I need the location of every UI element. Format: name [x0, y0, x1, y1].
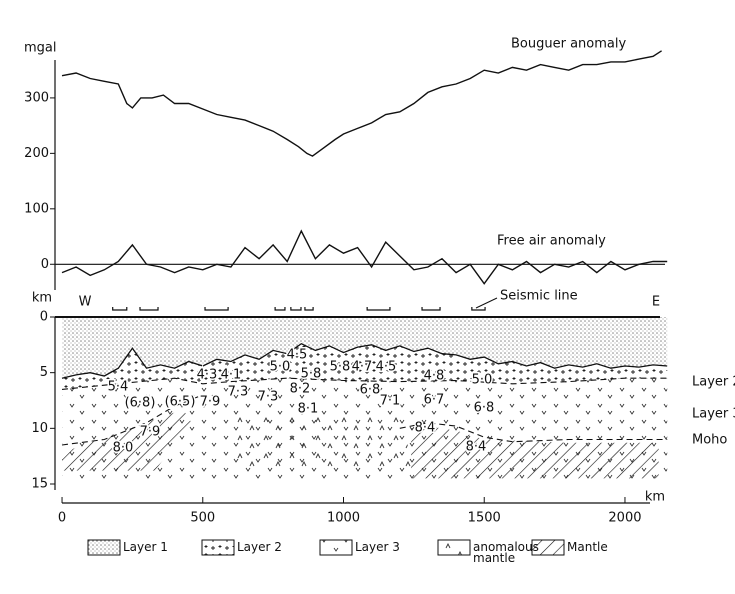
velocity-label: 5·8 — [330, 360, 351, 375]
velocity-label: 7·1 — [380, 394, 401, 409]
seismic-segment — [274, 307, 286, 311]
x-axis-label: km — [645, 490, 665, 505]
seismic-segment — [290, 307, 302, 311]
legend-label: Layer 2 — [237, 540, 282, 554]
velocity-label: 4·8 — [424, 369, 445, 384]
y-tick-label: 0 — [40, 310, 48, 325]
legend-label: Mantle — [567, 540, 608, 554]
anomaly-line — [61, 50, 662, 157]
seismic-line-label: Seismic line — [500, 289, 578, 304]
y-tick-label: 10 — [31, 421, 48, 436]
velocity-label: 5·0 — [472, 373, 493, 388]
velocity-label: 8·0 — [113, 441, 134, 456]
seismic-segment — [304, 307, 314, 311]
y-tick-label: 100 — [24, 201, 49, 216]
boundary-line — [61, 394, 668, 446]
legend-label: Layer 1 — [123, 540, 168, 554]
legend-swatch — [201, 539, 235, 556]
velocity-label: 5·4 — [108, 380, 129, 395]
direction-label: E — [652, 295, 660, 310]
region-label: Layer 3 — [692, 407, 735, 422]
velocity-label: 7·9 — [140, 425, 161, 440]
velocity-label: 6·8 — [360, 383, 381, 398]
velocity-label: 6·7 — [424, 393, 445, 408]
x-tick-label: 500 — [190, 511, 215, 526]
legend-swatch — [319, 539, 353, 556]
velocity-label: 5·8 — [301, 367, 322, 382]
velocity-label: 5·0 — [270, 360, 291, 375]
legend-swatch — [531, 539, 565, 556]
velocity-label: 4·1 — [221, 368, 242, 383]
boundary-line — [61, 377, 668, 390]
boundary-label: Moho — [692, 433, 727, 448]
legend-swatch — [87, 539, 121, 556]
mantle-fill — [411, 426, 659, 479]
velocity-label: 8·2 — [290, 382, 311, 397]
x-tick-label: 1000 — [327, 511, 360, 526]
x-tick-label: 2000 — [608, 511, 641, 526]
y-axis-label: km — [32, 291, 52, 306]
velocity-label: 6·8 — [474, 401, 495, 416]
y-tick-label: 15 — [31, 477, 48, 492]
velocity-label: 8·4 — [466, 440, 487, 455]
velocity-label: 4·5 — [376, 360, 397, 375]
legend-label: Layer 3 — [355, 540, 400, 554]
series-label: Bouguer anomaly — [511, 37, 626, 52]
mantle-fill — [62, 409, 192, 471]
layer-2-fill — [62, 343, 668, 390]
velocity-label: 7·3 — [258, 390, 279, 405]
x-tick-label: 1500 — [468, 511, 501, 526]
velocity-label: 7·3 — [228, 385, 249, 400]
y-tick-label: 200 — [24, 146, 49, 161]
y-tick-label: 0 — [41, 257, 49, 272]
anomalous-mantle-fill — [230, 417, 414, 468]
velocity-label: 4·7 — [352, 360, 373, 375]
series-label: Free air anomaly — [497, 234, 606, 249]
y-axis-label: mgal — [24, 41, 57, 56]
velocity-label: (6·8) — [125, 396, 156, 411]
anomaly-line — [61, 229, 668, 285]
y-tick-label: 300 — [24, 90, 49, 105]
seismic-segment — [366, 307, 391, 311]
direction-label: W — [79, 295, 92, 310]
seismic-segment — [471, 307, 486, 311]
x-tick-label: 0 — [58, 511, 66, 526]
velocity-label: 8·4 — [415, 421, 436, 436]
y-tick-label: 5 — [40, 365, 48, 380]
velocity-label: 4·5 — [287, 348, 308, 363]
boundary-line — [61, 342, 668, 379]
velocity-label: 8·1 — [298, 402, 319, 417]
velocity-label: 4·3 — [197, 368, 218, 383]
legend-label: anomalous mantle — [473, 540, 539, 565]
boundary-label: Layer 2 — [692, 375, 735, 390]
seismic-segment — [139, 307, 159, 311]
velocity-label: (6·5) — [165, 395, 196, 410]
seismic-segment — [421, 307, 441, 311]
seismic-arrow — [475, 297, 498, 309]
seismic-segment — [112, 307, 128, 311]
seismic-segment — [204, 307, 229, 311]
velocity-label: 7·9 — [200, 395, 221, 410]
legend-swatch — [437, 539, 471, 556]
layer-1-fill — [62, 317, 668, 379]
